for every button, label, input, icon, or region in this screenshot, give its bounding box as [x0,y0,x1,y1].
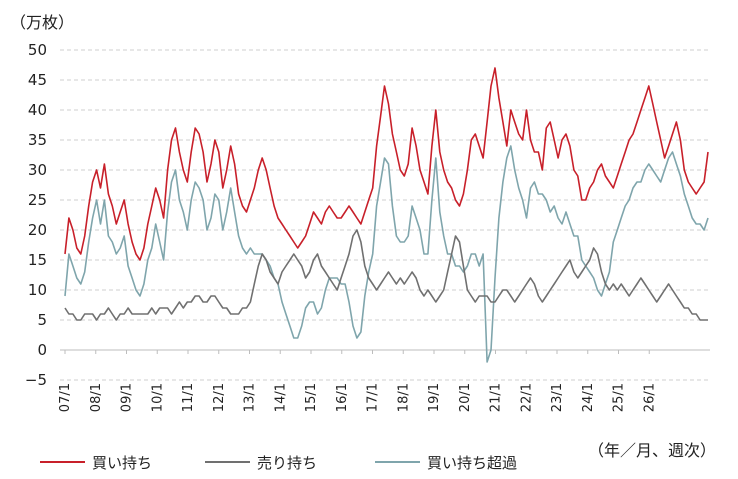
y-tick-label: 5 [37,311,47,329]
x-tick-label: 15/1 [304,383,319,412]
y-tick-label: 15 [28,251,47,269]
x-axis-unit-label: （年／月、週次） [588,441,716,460]
legend-label-1: 売り持ち [257,454,317,472]
x-tick-label: 19/1 [427,383,442,412]
x-tick-label: 20/1 [458,383,473,412]
x-tick-label: 11/1 [181,383,196,412]
legend: 買い持ち 売り持ち 買い持ち超過 [40,454,517,472]
y-tick-label: 30 [28,161,47,179]
legend-label-2: 買い持ち超過 [427,454,517,472]
x-tick-label: 14/1 [273,383,288,412]
y-tick-label: 20 [28,221,47,239]
x-tick-label: 07/1 [58,383,73,412]
series-line-2 [64,145,709,363]
x-tick-label: 26/1 [642,383,657,412]
gridlines [60,49,710,381]
y-tick-label: −5 [25,371,47,389]
legend-label-0: 買い持ち [92,454,152,472]
y-tick-label: 35 [28,131,47,149]
x-tick-label: 22/1 [519,383,534,412]
y-tick-label: 50 [28,41,47,59]
x-axis-ticks: 07/1 08/1 09/1 10/1 11/1 12/1 13/1 14/1 15/1 16/1… [58,350,657,412]
x-tick-label: 09/1 [120,383,135,412]
y-tick-label: 25 [28,191,47,209]
x-tick-label: 12/1 [212,383,227,412]
x-tick-label: 10/1 [150,383,165,412]
x-tick-label: 23/1 [550,383,565,412]
x-tick-label: 25/1 [612,383,627,412]
y-tick-label: 10 [28,281,47,299]
x-tick-label: 16/1 [335,383,350,412]
x-tick-label: 13/1 [243,383,258,412]
x-tick-label: 17/1 [366,383,381,412]
x-tick-label: 08/1 [89,383,104,412]
x-tick-label: 18/1 [396,383,411,412]
series-line-0 [64,67,709,261]
y-tick-label: 40 [28,101,47,119]
y-tick-label: 0 [37,341,47,359]
y-tick-label: 45 [28,71,47,89]
series-line-1 [64,229,708,321]
series-lines [64,67,709,363]
x-tick-label: 21/1 [489,383,504,412]
y-axis-unit-label: （万枚） [10,13,74,32]
x-tick-label: 24/1 [581,383,596,412]
